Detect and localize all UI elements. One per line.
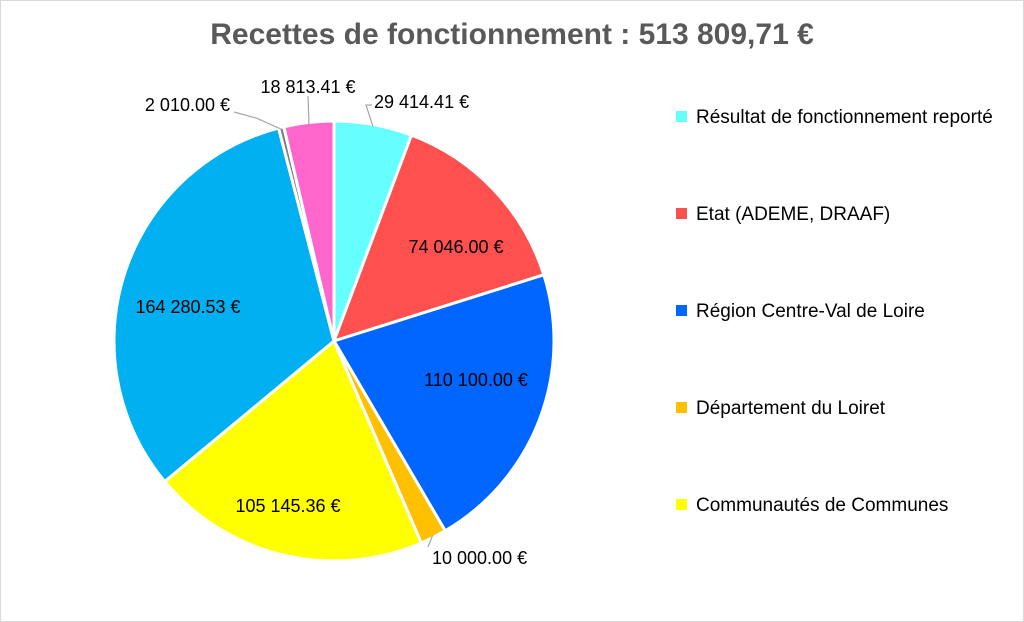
legend-label: Etat (ADEME, DRAAF) bbox=[696, 204, 891, 225]
pie-slice bbox=[331, 133, 546, 344]
data-label: 2 010.00 € bbox=[145, 95, 230, 115]
data-label: 29 414.41 € bbox=[374, 92, 469, 112]
data-label: 10 000.00 € bbox=[432, 548, 527, 568]
legend-label: Résultat de fonctionnement reporté bbox=[696, 107, 993, 128]
data-label: 74 046.00 € bbox=[408, 237, 503, 257]
leader-line bbox=[233, 111, 282, 130]
legend-label: Communautés de Communes bbox=[696, 495, 949, 516]
legend-swatch bbox=[676, 402, 687, 413]
legend-swatch bbox=[676, 111, 687, 122]
pie-slice bbox=[331, 272, 556, 533]
data-label: 18 813.41 € bbox=[260, 77, 355, 97]
legend-swatch bbox=[676, 208, 687, 219]
leader-line bbox=[365, 104, 374, 127]
data-label: 105 145.36 € bbox=[235, 496, 340, 516]
legend-swatch bbox=[676, 499, 687, 510]
pie-slice bbox=[162, 338, 424, 563]
legend-label: Département du Loiret bbox=[696, 398, 886, 419]
data-label: 164 280.53 € bbox=[135, 297, 240, 317]
data-label: 110 100.00 € bbox=[424, 370, 528, 390]
chart-title: Recettes de fonctionnement : 513 809,71 … bbox=[210, 18, 814, 51]
legend-swatch bbox=[676, 305, 687, 316]
leader-line bbox=[307, 95, 310, 125]
pie-slice bbox=[112, 126, 336, 484]
legend-label: Région Centre-Val de Loire bbox=[696, 301, 925, 322]
leader-line bbox=[427, 535, 434, 548]
